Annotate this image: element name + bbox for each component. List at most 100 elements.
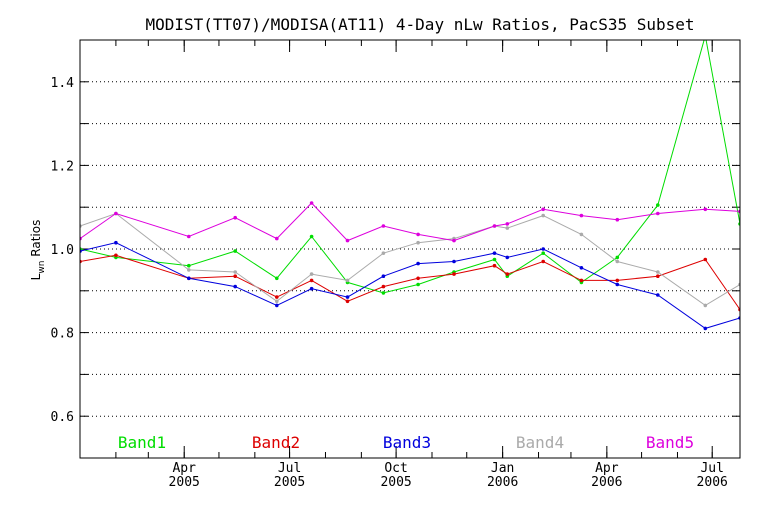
data-point-band3 (492, 251, 497, 255)
data-point-band4 (187, 268, 191, 272)
series-band2 (80, 253, 740, 312)
y-axis-label-subscript: wn (37, 261, 47, 274)
data-point-band3 (579, 266, 584, 270)
data-point-band5 (452, 238, 456, 243)
data-point-band5 (656, 211, 660, 216)
data-point-band2 (275, 295, 279, 299)
data-point-band2 (452, 272, 456, 276)
x-axis-ticks: Apr2005Jul2005Oct2005Jan2006Apr2006Jul20… (115, 40, 728, 490)
data-point-band3 (656, 293, 660, 297)
data-point-band5 (233, 215, 237, 220)
data-point-band5 (309, 201, 314, 205)
data-point-band2 (114, 253, 118, 258)
data-point-band3 (505, 255, 510, 260)
data-point-band3 (275, 303, 279, 308)
data-point-band2 (381, 284, 386, 289)
data-point-band2 (703, 257, 708, 262)
data-point-band3 (452, 259, 456, 264)
data-point-band5 (703, 207, 708, 212)
x-tick-label-year: 2006 (487, 475, 518, 490)
legend-item-band5: Band5 (646, 433, 694, 452)
data-point-band3 (541, 247, 545, 251)
legend: Band1 Band2 Band3 Band4 Band5 (118, 433, 694, 452)
data-point-band2 (345, 299, 350, 304)
data-point-band5 (275, 236, 279, 241)
data-point-band2 (656, 274, 660, 279)
x-tick-label-year: 2006 (697, 475, 728, 490)
x-tick-label-month: Jul (278, 461, 301, 476)
data-point-band1 (615, 255, 620, 260)
data-point-band4 (345, 278, 350, 283)
legend-item-band2: Band2 (252, 433, 300, 452)
y-axis-label-rest: Ratios (29, 220, 43, 261)
data-point-band1 (541, 251, 545, 255)
data-point-band3 (615, 282, 620, 287)
data-point-band5 (492, 224, 497, 228)
data-point-band5 (114, 211, 118, 216)
data-point-band4 (381, 251, 386, 255)
series-line-band4 (80, 212, 740, 306)
data-point-band5 (345, 238, 350, 243)
x-tick-label-month: Jan (491, 461, 514, 476)
data-point-band2 (615, 278, 620, 283)
data-point-band1 (656, 203, 660, 207)
series-line-band1 (80, 40, 740, 294)
x-tick-label-month: Apr (595, 461, 619, 476)
data-point-band5 (187, 234, 191, 239)
data-point-band1 (309, 234, 314, 239)
data-point-band5 (505, 222, 510, 226)
data-point-band5 (615, 217, 620, 222)
data-point-band3 (381, 274, 386, 279)
y-tick-label: 0.8 (51, 327, 74, 342)
series-line-band5 (80, 202, 740, 242)
y-tick-label: 0.6 (51, 410, 74, 425)
x-tick-label-month: Apr (172, 461, 196, 476)
data-point-band1 (492, 257, 497, 262)
y-tick-label: 1.0 (51, 243, 74, 258)
plot-frame (79, 39, 741, 459)
data-point-band4 (309, 272, 314, 276)
data-point-band2 (416, 276, 420, 281)
data-point-band5 (416, 232, 420, 237)
data-point-band5 (541, 207, 545, 212)
y-tick-label: 1.2 (51, 159, 74, 174)
data-point-band4 (656, 270, 660, 274)
data-point-band2 (505, 272, 510, 276)
x-tick-label-year: 2005 (274, 475, 305, 490)
data-point-band3 (703, 326, 708, 331)
series-line-band2 (80, 254, 740, 310)
legend-item-band3: Band3 (383, 433, 431, 452)
data-point-band4 (233, 270, 237, 274)
data-point-band3 (114, 240, 118, 245)
legend-item-band1: Band1 (118, 433, 166, 452)
data-point-band5 (579, 213, 584, 218)
y-axis-ticks: 0.6 0.8 1.0 1.2 1.4 (51, 76, 740, 425)
x-tick-label-month: Oct (384, 461, 407, 476)
data-point-band1 (416, 282, 420, 287)
data-point-band4 (275, 299, 279, 304)
x-tick-label-month: Jul (700, 461, 723, 476)
y-axis-label-main: L (29, 273, 43, 280)
series-band4 (80, 211, 740, 308)
data-point-band4 (579, 232, 584, 237)
data-point-band3 (345, 295, 350, 299)
data-point-band4 (505, 226, 510, 230)
x-tick-label-year: 2006 (591, 475, 622, 490)
data-series (80, 40, 740, 331)
data-point-band3 (309, 286, 314, 291)
data-point-band3 (187, 276, 191, 281)
data-point-band1 (275, 276, 279, 281)
data-point-band2 (233, 274, 237, 279)
data-point-band2 (579, 278, 584, 283)
data-point-band1 (187, 263, 191, 268)
x-tick-label-year: 2005 (169, 475, 200, 490)
data-point-band2 (492, 263, 497, 268)
data-point-band4 (416, 240, 420, 245)
data-point-band5 (381, 224, 386, 228)
data-point-band1 (233, 249, 237, 253)
data-point-band3 (416, 261, 420, 266)
legend-item-band4: Band4 (516, 433, 564, 452)
data-point-band4 (615, 259, 620, 264)
